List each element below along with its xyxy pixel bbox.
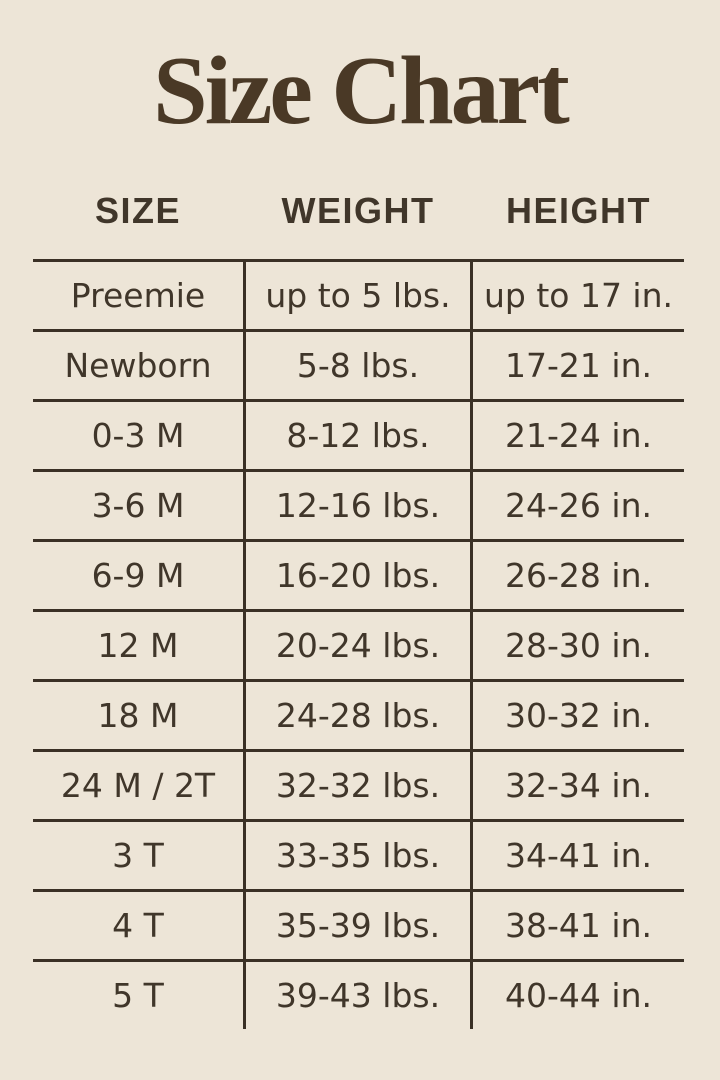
height-cell: up to 17 in. [483, 276, 674, 315]
size-table: Preemie up to 5 lbs. up to 17 in. Newborn 5-… [33, 259, 684, 1029]
table-header-row: SIZE WEIGHT HEIGHT [33, 188, 684, 234]
size-cell: 0-3 M [91, 416, 185, 455]
column-header-size: SIZE [94, 190, 181, 231]
size-cell: 18 M [97, 696, 179, 735]
weight-cell: 8-12 lbs. [243, 402, 473, 469]
table-row: 18 M 24-28 lbs. 30-32 in. [33, 679, 684, 749]
height-cell: 32-34 in. [505, 766, 652, 805]
size-cell: 5 T [112, 976, 164, 1015]
weight-cell: 39-43 lbs. [243, 962, 473, 1029]
size-cell: Preemie [70, 276, 206, 315]
height-cell: 40-44 in. [505, 976, 652, 1015]
height-cell: 17-21 in. [505, 346, 652, 385]
height-cell: 21-24 in. [505, 416, 652, 455]
height-cell: 30-32 in. [505, 696, 652, 735]
size-cell: 6-9 M [91, 556, 185, 595]
height-cell: 34-41 in. [505, 836, 652, 875]
table-row: 3-6 M 12-16 lbs. 24-26 in. [33, 469, 684, 539]
size-cell: 12 M [97, 626, 179, 665]
height-cell: 24-26 in. [505, 486, 652, 525]
weight-cell: 16-20 lbs. [243, 542, 473, 609]
table-row: 12 M 20-24 lbs. 28-30 in. [33, 609, 684, 679]
height-cell: 28-30 in. [505, 626, 652, 665]
table-row: 3 T 33-35 lbs. 34-41 in. [33, 819, 684, 889]
page-title: Size Chart [153, 37, 570, 145]
table-row: 6-9 M 16-20 lbs. 26-28 in. [33, 539, 684, 609]
table-row: Preemie up to 5 lbs. up to 17 in. [33, 259, 684, 329]
column-header-height: HEIGHT [505, 190, 651, 231]
table-row: 24 M / 2T 32-32 lbs. 32-34 in. [33, 749, 684, 819]
table-row: Newborn 5-8 lbs. 17-21 in. [33, 329, 684, 399]
size-cell: 3-6 M [91, 486, 185, 525]
weight-cell: 32-32 lbs. [243, 752, 473, 819]
table-row: 0-3 M 8-12 lbs. 21-24 in. [33, 399, 684, 469]
weight-cell: 33-35 lbs. [243, 822, 473, 889]
size-cell: 3 T [112, 836, 164, 875]
table-row: 5 T 39-43 lbs. 40-44 in. [33, 959, 684, 1029]
size-cell: 24 M / 2T [60, 766, 216, 805]
weight-cell: 5-8 lbs. [243, 332, 473, 399]
size-cell: 4 T [112, 906, 164, 945]
height-cell: 26-28 in. [505, 556, 652, 595]
column-header-weight: WEIGHT [281, 190, 435, 231]
weight-cell: 24-28 lbs. [243, 682, 473, 749]
weight-cell: 20-24 lbs. [243, 612, 473, 679]
table-row: 4 T 35-39 lbs. 38-41 in. [33, 889, 684, 959]
weight-cell: up to 5 lbs. [243, 262, 473, 329]
height-cell: 38-41 in. [505, 906, 652, 945]
weight-cell: 12-16 lbs. [243, 472, 473, 539]
size-cell: Newborn [64, 346, 212, 385]
weight-cell: 35-39 lbs. [243, 892, 473, 959]
